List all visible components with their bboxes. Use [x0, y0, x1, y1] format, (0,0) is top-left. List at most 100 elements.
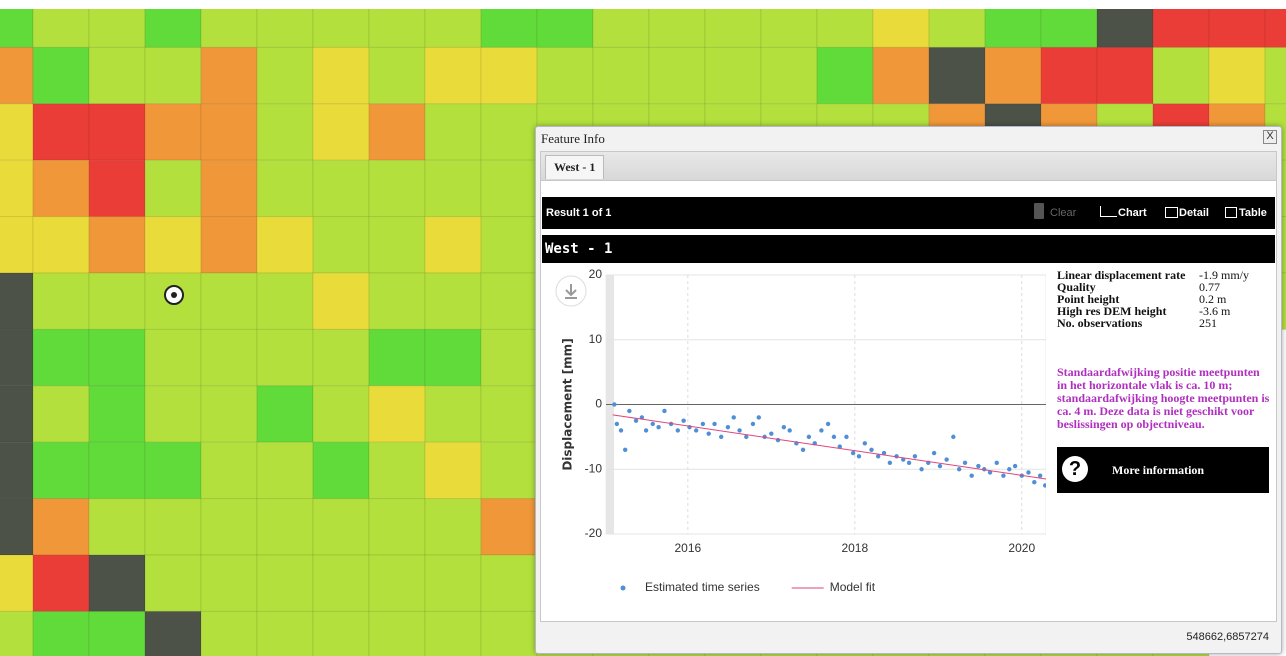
data-point — [719, 434, 724, 440]
map-tile — [256, 441, 314, 500]
detail-label: Point height — [1057, 292, 1120, 306]
data-point — [844, 434, 849, 440]
map-tile — [32, 103, 90, 161]
map-tile — [536, 46, 594, 105]
chart-icon — [1100, 206, 1117, 217]
y-tick-label: -10 — [585, 461, 603, 475]
chart: -20 -10 0 10 20 2016 2018 2020 Displacement [mm]… — [555, 267, 1046, 594]
map-tile — [88, 610, 146, 656]
data-point — [737, 428, 742, 433]
detail-button[interactable]: Detail — [1179, 207, 1209, 219]
feature-info-window: Feature Info X West - 1 Result 1 of 1 Cl… — [535, 126, 1282, 654]
chart-button[interactable]: Chart — [1118, 207, 1147, 219]
map-tile — [88, 46, 146, 105]
map-tile — [88, 385, 146, 443]
x-tick-label: 2018 — [841, 541, 868, 555]
x-tick-label: 2016 — [674, 541, 701, 555]
map-tile — [200, 216, 258, 274]
y-tick-label: 0 — [595, 397, 602, 411]
data-point — [693, 428, 699, 433]
map-tile — [32, 328, 90, 387]
more-information-button[interactable]: ? More information — [1057, 447, 1269, 493]
download-icon — [565, 284, 577, 299]
map-tile — [1264, 46, 1286, 105]
data-point — [725, 424, 731, 430]
map-tile — [480, 610, 538, 656]
detail-row: Point height 0.2 m — [1057, 292, 1226, 306]
data-point — [756, 415, 761, 420]
map-tile — [480, 554, 538, 612]
map-tile — [88, 441, 146, 500]
map-tile — [480, 272, 538, 330]
map-tile — [144, 498, 202, 556]
detail-label: High res DEM height — [1057, 304, 1167, 318]
table-button[interactable]: Table — [1239, 207, 1267, 219]
map-tile — [144, 554, 202, 612]
map-tile — [928, 46, 986, 105]
map-tile — [368, 216, 426, 274]
close-button[interactable]: X — [1263, 130, 1277, 144]
map-tile — [424, 441, 482, 500]
map-tile — [424, 610, 482, 656]
map-tile — [32, 46, 90, 105]
map-tile — [368, 159, 426, 218]
map-tile — [872, 46, 930, 105]
map-tile — [256, 498, 314, 556]
map-tile — [480, 159, 538, 218]
data-point — [825, 421, 831, 427]
legend-label[interactable]: Model fit — [830, 580, 876, 594]
map-tile — [144, 216, 202, 274]
trash-icon — [1034, 203, 1044, 219]
detail-label: Quality — [1057, 280, 1096, 294]
map-tile — [256, 216, 314, 274]
data-point — [775, 437, 781, 443]
data-point — [731, 415, 736, 420]
table-icon — [1225, 207, 1237, 218]
map-tile — [312, 610, 370, 656]
data-point — [850, 450, 856, 456]
map-tile — [32, 610, 90, 656]
map-tile — [0, 385, 34, 443]
data-point — [962, 460, 968, 465]
detail-value: -3.6 m — [1199, 304, 1231, 318]
map-tile — [256, 610, 314, 656]
map-tile — [480, 328, 538, 387]
feature-name: West - 1 — [545, 241, 613, 257]
data-point — [781, 424, 787, 430]
map-tile — [368, 498, 426, 556]
map-tile — [424, 46, 482, 105]
detail-value: 251 — [1199, 316, 1217, 330]
clear-button[interactable]: Clear — [1050, 207, 1077, 219]
map-tile — [88, 498, 146, 556]
map-tile — [256, 554, 314, 612]
map-tile — [424, 554, 482, 612]
map-tile — [200, 103, 258, 161]
map-tile — [0, 498, 34, 556]
data-point — [656, 424, 661, 430]
data-point — [1026, 470, 1031, 475]
data-point — [633, 418, 639, 423]
legend-label[interactable]: Estimated time series — [645, 580, 760, 594]
map-tile — [144, 441, 202, 500]
tab[interactable]: West - 1 — [545, 155, 605, 179]
data-point — [650, 421, 655, 427]
data-point — [787, 428, 792, 433]
y-tick-label: 20 — [589, 267, 603, 281]
map-tile — [816, 46, 874, 105]
map-tile — [312, 216, 370, 274]
map-tile — [480, 103, 538, 161]
map-tile — [32, 441, 90, 500]
data-point — [944, 457, 949, 462]
map-tile — [0, 554, 34, 612]
map-tile — [368, 46, 426, 105]
result-count: Result 1 of 1 — [546, 207, 612, 219]
map-tile — [88, 103, 146, 161]
data-point — [643, 428, 649, 433]
map-tile — [984, 46, 1042, 105]
map-tile — [0, 441, 34, 500]
map-tile — [200, 272, 258, 330]
data-point — [969, 473, 974, 478]
detail-row: Quality 0.77 — [1057, 280, 1220, 294]
data-point — [976, 463, 981, 469]
map-tile — [312, 328, 370, 387]
